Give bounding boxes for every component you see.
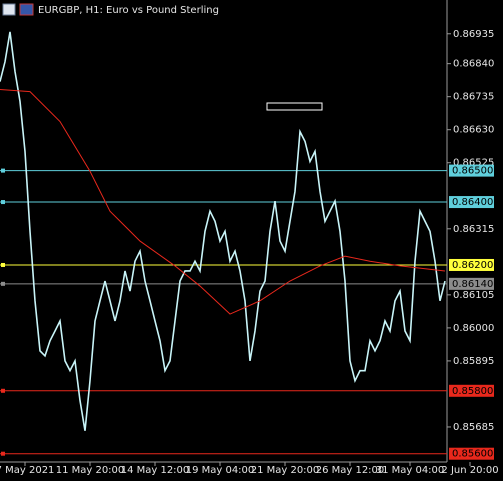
flag-icon xyxy=(19,3,34,16)
level-label-box xyxy=(449,196,494,209)
level-label-box xyxy=(449,384,494,397)
level-handle xyxy=(1,262,5,267)
level-handle xyxy=(1,451,5,456)
level-label-box xyxy=(449,277,494,290)
y-tick-label: 0.85895 xyxy=(453,356,494,367)
icon xyxy=(2,3,16,16)
level-handle xyxy=(1,388,5,393)
symbol-icons xyxy=(2,3,34,16)
level-label: 0.85800 xyxy=(452,386,493,397)
x-tick-label: 11 May 20:00 xyxy=(56,465,125,476)
x-tick-label: 31 May 04:00 xyxy=(376,465,445,476)
x-tick-label: 7 May 2021 xyxy=(0,465,54,476)
x-tick-label: 21 May 20:00 xyxy=(251,465,320,476)
highlight-box xyxy=(266,102,323,111)
x-tick-label: 19 May 04:00 xyxy=(186,465,255,476)
y-tick-label: 0.86000 xyxy=(453,323,494,334)
y-tick-label: 0.86935 xyxy=(453,29,494,40)
y-tick-label: 0.86105 xyxy=(453,290,494,301)
y-tick-label: 0.85685 xyxy=(453,422,494,433)
y-tick-label: 0.86735 xyxy=(453,92,494,103)
y-tick-label: 0.86840 xyxy=(453,59,494,70)
x-tick-label: 14 May 12:00 xyxy=(121,465,190,476)
level-handle xyxy=(1,200,5,205)
level-label: 0.86400 xyxy=(452,197,493,208)
level-handle xyxy=(1,168,5,173)
chart-title: EURGBP, H1: Euro vs Pound Sterling xyxy=(38,5,219,16)
level-label: 0.86200 xyxy=(452,260,493,271)
price-line xyxy=(0,31,446,431)
level-label: 0.85600 xyxy=(452,449,493,460)
y-tick-label: 0.86630 xyxy=(453,125,494,136)
y-tick-label: 0.86525 xyxy=(453,158,494,169)
level-label-box xyxy=(449,164,494,177)
y-tick-label: 0.86315 xyxy=(453,224,494,235)
price-line xyxy=(0,88,446,315)
level-label: 0.86500 xyxy=(452,166,493,177)
level-label-box xyxy=(449,447,494,460)
level-label-box xyxy=(449,258,494,271)
level-label: 0.86140 xyxy=(452,279,493,290)
level-handle xyxy=(1,281,5,286)
x-tick-label: 26 May 12:00 xyxy=(316,465,385,476)
x-tick-label: 2 Jun 20:00 xyxy=(441,465,498,476)
